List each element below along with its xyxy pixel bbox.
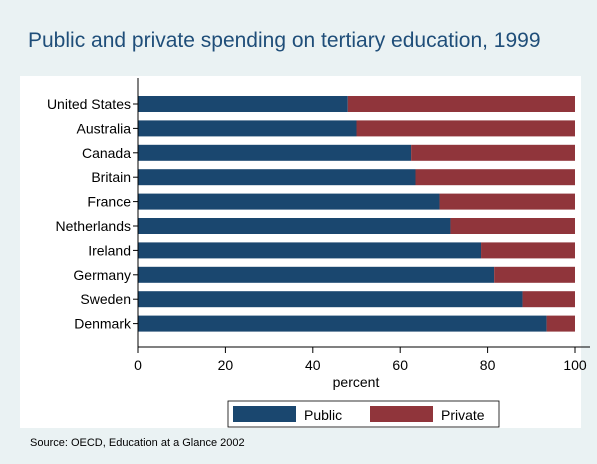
bar-private-france bbox=[439, 193, 575, 210]
category-label-australia: Australia bbox=[77, 120, 132, 136]
bar-public-denmark bbox=[138, 315, 547, 332]
category-label-canada: Canada bbox=[82, 145, 131, 161]
category-label-united-states: United States bbox=[47, 96, 131, 112]
bar-public-australia bbox=[138, 120, 357, 137]
bar-public-canada bbox=[138, 144, 412, 161]
bar-private-canada bbox=[411, 144, 575, 161]
legend-label-public: Public bbox=[304, 407, 342, 423]
bar-private-britain bbox=[415, 169, 575, 186]
legend-swatch-public bbox=[233, 406, 296, 422]
chart-title: Public and private spending on tertiary … bbox=[28, 29, 541, 52]
x-tick-label-60: 60 bbox=[392, 357, 408, 373]
x-axis-label: percent bbox=[333, 374, 380, 390]
bar-public-united-states bbox=[138, 96, 348, 112]
bar-public-britain bbox=[138, 169, 416, 186]
bar-private-ireland bbox=[481, 242, 575, 259]
x-tick-label-80: 80 bbox=[480, 357, 496, 373]
legend-swatch-private bbox=[370, 406, 433, 422]
category-label-netherlands: Netherlands bbox=[56, 218, 132, 234]
category-label-france: France bbox=[87, 194, 131, 210]
bar-private-germany bbox=[494, 266, 575, 283]
x-tick-label-40: 40 bbox=[305, 357, 321, 373]
category-label-denmark: Denmark bbox=[74, 316, 132, 332]
category-labels: United States Australia Canada Britain Franc… bbox=[47, 96, 132, 332]
source-note: Source: OECD, Education at a Glance 2002 bbox=[30, 437, 245, 449]
bar-public-sweden bbox=[138, 291, 523, 308]
category-label-sweden: Sweden bbox=[80, 291, 131, 307]
legend: Public Private bbox=[227, 400, 500, 428]
bar-private-denmark bbox=[546, 315, 575, 332]
x-tick-label-20: 20 bbox=[218, 357, 234, 373]
bar-private-netherlands bbox=[450, 218, 575, 234]
bar-public-france bbox=[138, 193, 440, 210]
category-label-ireland: Ireland bbox=[88, 242, 131, 258]
bar-private-australia bbox=[356, 120, 575, 137]
x-tick-label-100: 100 bbox=[563, 357, 587, 373]
bar-private-united-states bbox=[347, 96, 575, 112]
bar-public-netherlands bbox=[138, 218, 451, 234]
bar-public-ireland bbox=[138, 242, 482, 259]
legend-label-private: Private bbox=[441, 407, 485, 423]
x-tick-label-0: 0 bbox=[134, 357, 142, 373]
category-label-britain: Britain bbox=[91, 169, 131, 185]
bars-group bbox=[138, 96, 575, 332]
category-label-germany: Germany bbox=[73, 267, 131, 283]
axes-group: 0 20 40 60 80 100 bbox=[133, 78, 590, 373]
bar-public-germany bbox=[138, 266, 495, 283]
bar-private-sweden bbox=[522, 291, 575, 308]
